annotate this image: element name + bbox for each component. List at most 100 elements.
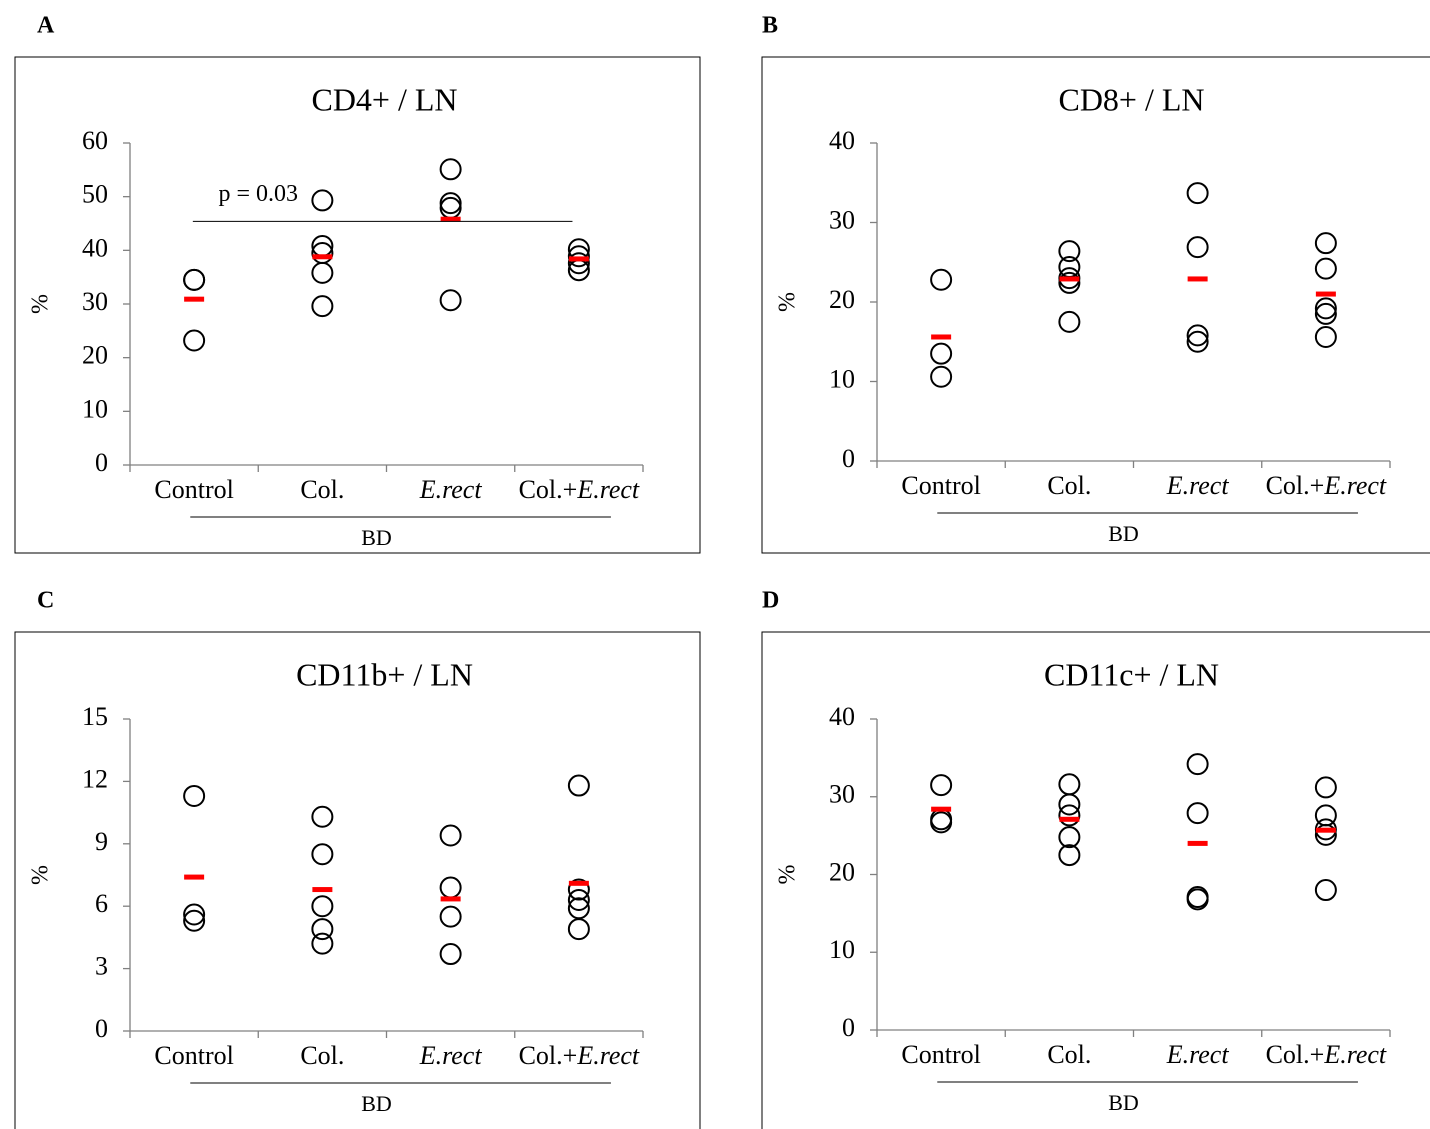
data-point [183, 329, 206, 352]
y-tick-label: 20 [829, 857, 855, 886]
group-label: BD [361, 525, 392, 550]
panel-frame [761, 56, 1430, 554]
data-point [311, 805, 334, 828]
data-point [439, 905, 462, 928]
y-tick-label: 10 [829, 935, 855, 964]
data-point [1058, 826, 1081, 849]
y-tick-label: 0 [842, 1013, 855, 1042]
mean-marker [1187, 276, 1208, 282]
data-point [930, 774, 953, 797]
data-point [311, 918, 334, 941]
data-point [1186, 330, 1209, 353]
x-tick-label: Col.+E.rect [519, 475, 640, 504]
panel-letter: B [762, 13, 778, 39]
data-point [1186, 236, 1209, 259]
panel-letter: C [37, 588, 54, 614]
x-tick-label: Col. [300, 1041, 344, 1070]
data-point [930, 811, 953, 834]
significance-label: p = 0.03 [218, 181, 298, 207]
x-tick-label: Control [901, 471, 980, 500]
data-point [1314, 257, 1337, 280]
x-tick-label: Control [154, 1041, 233, 1070]
data-point [311, 189, 334, 212]
chart-title: CD11c+ / LN [1044, 656, 1219, 692]
data-point [439, 192, 462, 215]
data-point [183, 268, 206, 291]
mean-marker [440, 896, 461, 902]
data-point [1314, 776, 1337, 799]
y-tick-label: 3 [95, 952, 108, 981]
data-point [439, 196, 462, 219]
data-point [311, 261, 334, 284]
mean-marker [312, 254, 333, 260]
data-point [311, 295, 334, 318]
mean-marker [931, 806, 952, 812]
y-tick-label: 12 [82, 764, 108, 793]
y-tick-label: 30 [82, 287, 108, 316]
y-tick-label: 10 [82, 394, 108, 423]
data-point [1058, 256, 1081, 279]
panel: C CD11b+ / LN% 0 3 6 9 12 15 Control Col. E.rect Co… [14, 588, 701, 1129]
data-point [930, 365, 953, 388]
mean-marker [1315, 291, 1336, 297]
data-point [930, 342, 953, 365]
x-tick-label: E.rect [1166, 1040, 1230, 1069]
panel-letter: A [37, 13, 55, 39]
x-tick-label: Col.+E.rect [1266, 471, 1387, 500]
data-point [1186, 802, 1209, 825]
data-point [1314, 302, 1337, 325]
panel-letter: D [762, 588, 779, 614]
x-tick-label: Col. [1047, 1040, 1091, 1069]
x-tick-label: E.rect [419, 475, 483, 504]
y-tick-label: 40 [829, 126, 855, 155]
data-point [1314, 232, 1337, 255]
data-point [1186, 182, 1209, 205]
data-point [1314, 297, 1337, 320]
data-point [567, 918, 590, 941]
panel-frame [14, 631, 701, 1129]
x-tick-label: E.rect [419, 1041, 483, 1070]
data-point [183, 903, 206, 926]
data-point [1314, 879, 1337, 902]
data-point [183, 784, 206, 807]
x-tick-label: Col. [1047, 471, 1091, 500]
mean-marker [1059, 816, 1080, 822]
data-point [567, 888, 590, 911]
mean-marker [440, 216, 461, 222]
data-point [1058, 310, 1081, 333]
y-tick-label: 0 [842, 444, 855, 473]
y-tick-label: 20 [829, 285, 855, 314]
y-tick-label: 30 [829, 205, 855, 234]
data-point [567, 252, 590, 275]
data-point [1186, 753, 1209, 776]
y-tick-label: 50 [82, 180, 108, 209]
data-point [1314, 823, 1337, 846]
panel-frame [761, 631, 1430, 1129]
x-tick-label: Control [154, 475, 233, 504]
data-point [930, 268, 953, 291]
data-point [311, 932, 334, 955]
y-axis-label: % [775, 865, 801, 885]
chart-title: CD8+ / LN [1058, 81, 1204, 117]
x-tick-label: E.rect [1166, 471, 1230, 500]
data-point [439, 943, 462, 966]
x-tick-label: Control [901, 1040, 980, 1069]
panel: D CD11c+ / LN% 0 10 20 30 40 Control Col. E.rect C… [761, 588, 1430, 1129]
y-tick-label: 40 [829, 702, 855, 731]
mean-marker [568, 880, 589, 886]
y-axis-label: % [28, 865, 54, 885]
y-tick-label: 60 [82, 126, 108, 155]
data-point [567, 245, 590, 268]
mean-marker [568, 256, 589, 262]
y-tick-label: 30 [829, 780, 855, 809]
data-point [439, 289, 462, 312]
panel-frame [14, 56, 701, 554]
x-tick-label: Col. [300, 475, 344, 504]
data-point [439, 876, 462, 899]
x-tick-label: Col.+E.rect [1266, 1040, 1387, 1069]
mean-marker [1315, 827, 1336, 833]
mean-marker [312, 887, 333, 893]
y-axis-label: % [28, 294, 54, 314]
